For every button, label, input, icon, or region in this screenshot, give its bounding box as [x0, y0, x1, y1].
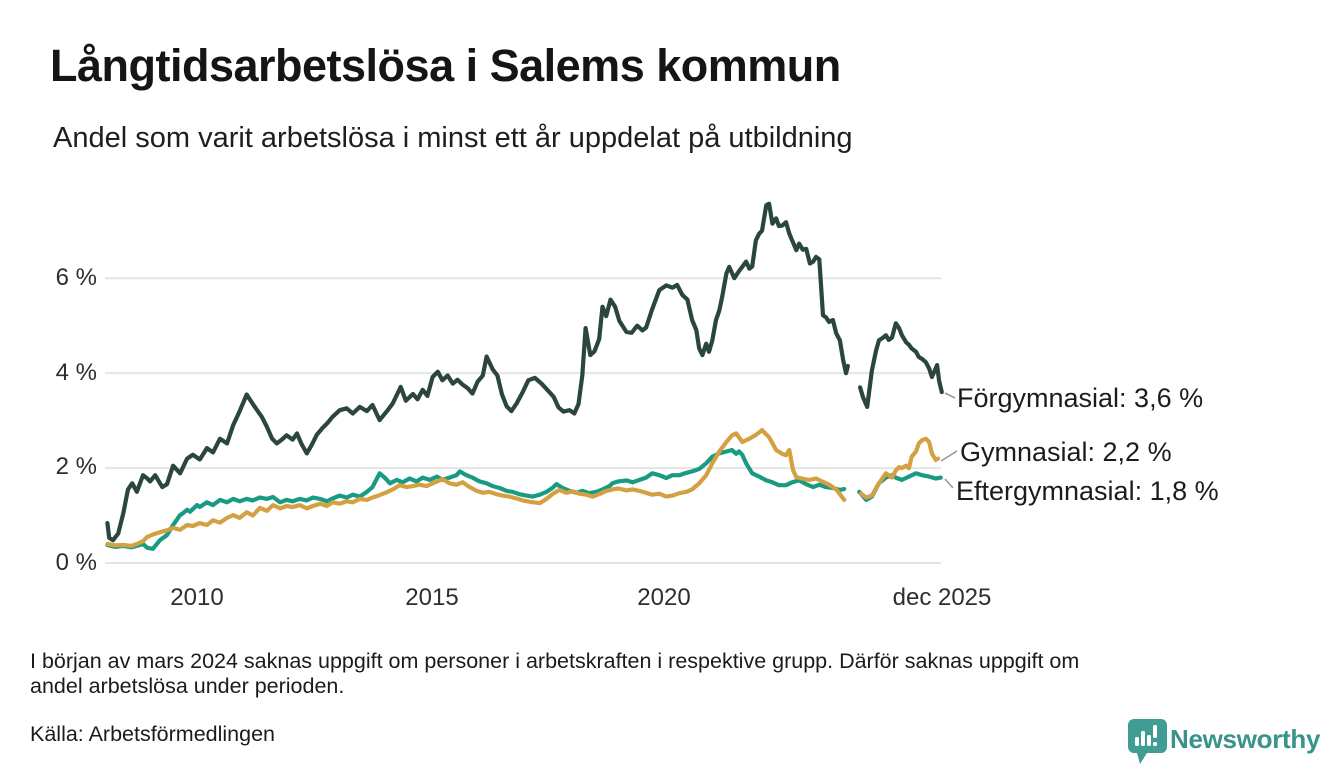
footnote-line-1: I början av mars 2024 saknas uppgift om …	[30, 649, 1080, 673]
series-label-forgymnasial: Förgymnasial: 3,6 %	[957, 383, 1204, 413]
x-tick-2020: 2020	[637, 584, 691, 611]
source-note: Källa: Arbetsförmedlingen	[30, 722, 276, 746]
x-tick-dec-2025: dec 2025	[892, 584, 992, 611]
series-line-gymnasial	[858, 436, 941, 500]
y-tick-0: 0 %	[55, 549, 97, 576]
y-tick-6: 6 %	[55, 264, 97, 291]
y-tick-2: 2 %	[55, 453, 97, 480]
label-connector	[940, 450, 958, 462]
x-tick-2015: 2015	[405, 584, 459, 611]
footnote: I början av mars 2024 saknas uppgift om …	[30, 649, 1320, 699]
newsworthy-brand: Newsworthy	[1126, 716, 1326, 766]
series-line-gymnasial	[105, 428, 847, 549]
series-line-förgymnasial	[857, 321, 944, 409]
page-subtitle: Andel som varit arbetslösa i minst ett å…	[53, 122, 853, 154]
footnote-line-2: andel arbetslösa under perioden.	[30, 674, 345, 698]
page-title: Långtidsarbetslösa i Salems kommun	[50, 40, 841, 91]
series-line-förgymnasial	[105, 201, 851, 543]
series-label-gymnasial: Gymnasial: 2,2 %	[960, 437, 1172, 467]
label-connector	[944, 392, 956, 399]
y-tick-4: 4 %	[55, 359, 97, 386]
newsworthy-logo-icon	[1128, 719, 1167, 764]
series-line-eftergymnasial	[105, 447, 847, 551]
newsworthy-wordmark: Newsworthy	[1170, 724, 1321, 754]
series-label-eftergymnasial: Eftergymnasial: 1,8 %	[956, 476, 1219, 506]
label-connector	[944, 478, 954, 489]
x-tick-2010: 2010	[170, 584, 224, 611]
